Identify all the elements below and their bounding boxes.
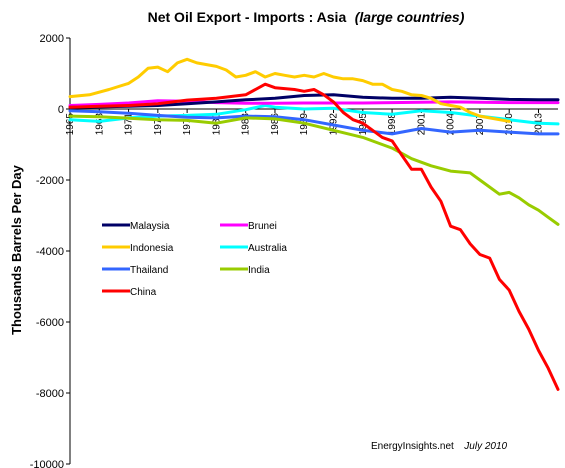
x-tick-label: 2001 bbox=[416, 113, 427, 136]
y-tick-label: 0 bbox=[58, 104, 64, 116]
chart-title-subtitle: (large countries) bbox=[355, 9, 465, 25]
y-tick-label: -4000 bbox=[36, 246, 64, 258]
x-tick-label: 2004 bbox=[446, 113, 457, 136]
y-tick-label: -8000 bbox=[36, 388, 64, 400]
x-tick-label: 1983 bbox=[241, 113, 252, 136]
axes: 2000 0 -2000 -4000 -6000 -8000 -10000 1965 1968 1… bbox=[30, 33, 558, 468]
y-tick-label: 2000 bbox=[40, 33, 64, 45]
legend: Malaysia Brunei Indonesia Australia Thailand… bbox=[102, 221, 287, 298]
series-line-malaysia bbox=[68, 93, 560, 109]
x-tick-label: 1998 bbox=[387, 113, 398, 136]
series-line-india bbox=[68, 114, 560, 226]
y-tick-label: -2000 bbox=[36, 175, 64, 187]
legend-label-thailand: Thailand bbox=[130, 265, 168, 276]
x-tick-label: 1974 bbox=[153, 113, 164, 136]
legend-label-indonesia: Indonesia bbox=[130, 243, 174, 254]
chart-title-main: Net Oil Export - Imports : Asia bbox=[148, 9, 347, 25]
x-tick-label: 1965 bbox=[65, 113, 76, 136]
x-tick-label: 1986 bbox=[270, 113, 281, 136]
series-line-indonesia bbox=[68, 57, 511, 123]
credit-text: EnergyInsights.net bbox=[371, 441, 454, 452]
series-line-china bbox=[68, 82, 560, 391]
x-tick-label: 1968 bbox=[94, 113, 105, 136]
legend-label-malaysia: Malaysia bbox=[130, 221, 170, 232]
chart-title: Net Oil Export - Imports : Asia (large c… bbox=[148, 9, 465, 26]
y-tick-label: -6000 bbox=[36, 317, 64, 329]
x-tick-label: 2010 bbox=[504, 113, 515, 136]
x-tick-label: 1977 bbox=[182, 113, 193, 136]
credit: EnergyInsights.net July 2010 bbox=[371, 436, 508, 453]
x-tick-label: 1971 bbox=[124, 113, 135, 136]
credit-date: July 2010 bbox=[463, 441, 507, 452]
x-tick-label: 2007 bbox=[475, 113, 486, 136]
series-line-brunei bbox=[68, 99, 560, 107]
series-lines bbox=[68, 57, 560, 391]
legend-label-brunei: Brunei bbox=[248, 221, 277, 232]
svg-text:Net Oil Export - Imports : Asi: Net Oil Export - Imports : Asia (large c… bbox=[148, 9, 465, 26]
legend-label-india: India bbox=[248, 265, 270, 276]
legend-label-china: China bbox=[130, 287, 157, 298]
y-tick-label: -10000 bbox=[30, 459, 64, 468]
y-axis-label: Thousands Barrels Per Day bbox=[9, 164, 24, 335]
legend-label-australia: Australia bbox=[248, 243, 287, 254]
svg-text:EnergyInsights.net Jul: EnergyInsights.net July 2010 bbox=[371, 436, 508, 453]
series-line-thailand bbox=[68, 109, 560, 136]
